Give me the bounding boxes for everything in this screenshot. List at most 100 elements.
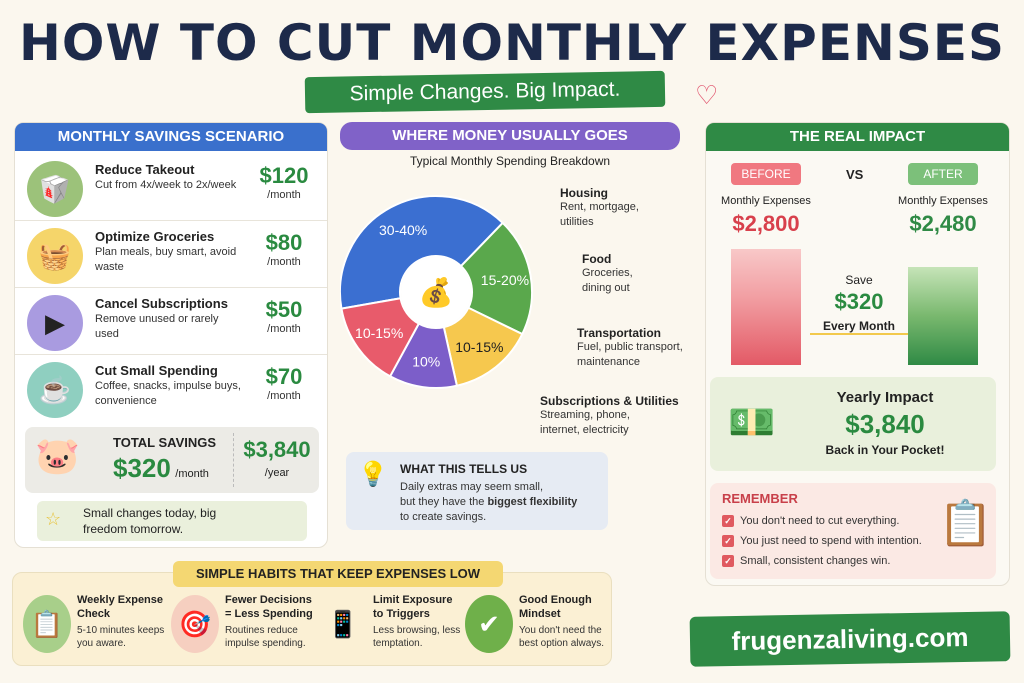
habit-title: Good Enough Mindset bbox=[519, 594, 592, 620]
savings-item: 🧺 Optimize Groceries Plan meals, buy sma… bbox=[15, 222, 327, 288]
item-title: Cancel Subscriptions bbox=[95, 296, 228, 311]
habit-item: ✔ Good Enough Mindset You don't need the… bbox=[465, 591, 610, 661]
money-stack-icon: 💵 bbox=[728, 402, 776, 444]
star-icon: ☆ bbox=[45, 509, 62, 529]
yearly-caption: Back in Your Pocket! bbox=[825, 443, 945, 457]
remember-box: REMEMBER ✓ You don't need to cut everythi… bbox=[710, 483, 996, 579]
item-desc: Coffee, snacks, impulse buys, convenienc… bbox=[95, 380, 241, 407]
savings-title: MONTHLY SAVINGS SCENARIO bbox=[15, 123, 327, 151]
subtitle-banner: Simple Changes. Big Impact. bbox=[304, 70, 666, 114]
habits-title: SIMPLE HABITS THAT KEEP EXPENSES LOW bbox=[173, 561, 503, 587]
slice-label: 10-15% bbox=[455, 339, 503, 355]
after-value: $2,480 bbox=[909, 211, 977, 236]
slice-label: 30-40% bbox=[379, 222, 427, 238]
habit-desc: 5-10 minutes keeps you aware. bbox=[77, 625, 165, 649]
remember-title: REMEMBER bbox=[722, 491, 798, 506]
legend-food: Food Groceries, dining out bbox=[582, 252, 633, 294]
habit-item: 🎯 Fewer Decisions = Less Spending Routin… bbox=[171, 591, 316, 661]
habit-item: 📋 Weekly Expense Check 5-10 minutes keep… bbox=[23, 591, 168, 661]
lightbulb-icon: 💡 bbox=[358, 461, 388, 488]
slice-label: 10% bbox=[412, 353, 440, 369]
item-amount: $80/month bbox=[265, 230, 303, 268]
before-bar bbox=[731, 249, 801, 365]
yearly-title: Yearly Impact bbox=[836, 389, 934, 406]
savings-panel: MONTHLY SAVINGS SCENARIO 🥡 Reduce Takeou… bbox=[14, 122, 328, 548]
insight-title: WHAT THIS TELLS US bbox=[400, 462, 528, 476]
remember-item: ✓ You don't need to cut everything. bbox=[722, 515, 934, 527]
quote-box: ☆ Small changes today, big freedom tomor… bbox=[37, 501, 307, 541]
after-bar bbox=[908, 267, 978, 365]
item-title: Reduce Takeout bbox=[95, 162, 195, 177]
insight-text: Daily extras may seem small, but they hav… bbox=[400, 481, 578, 523]
savings-item: ▶ Cancel Subscriptions Remove unused or … bbox=[15, 289, 327, 355]
after-badge: AFTER bbox=[908, 163, 978, 185]
slice-label: 10-15% bbox=[355, 325, 403, 341]
clipboard-icon: 📋 bbox=[938, 499, 993, 548]
divider bbox=[233, 433, 234, 487]
piggy-bank-icon: 🐷 bbox=[35, 435, 80, 476]
slice-label: 15-20% bbox=[481, 272, 529, 288]
legend-transportation: Transportation Fuel, public transport, ma… bbox=[577, 326, 683, 368]
donut-slice bbox=[459, 221, 533, 336]
checkmark-icon: ✔ bbox=[465, 595, 513, 653]
donut-center bbox=[401, 257, 471, 327]
donut-slice bbox=[340, 297, 421, 378]
total-monthly-group: $320 /month bbox=[113, 453, 209, 484]
heart-icon: ♡ bbox=[695, 80, 719, 110]
habit-item: 📱 Limit Exposure to Triggers Less browsi… bbox=[319, 591, 464, 661]
spending-title: WHERE MONEY USUALLY GOES bbox=[340, 122, 680, 150]
chart-subtitle: Typical Monthly Spending Breakdown bbox=[409, 154, 611, 168]
after-caption: Monthly Expenses bbox=[898, 195, 988, 207]
page-title: HOW TO CUT MONTHLY EXPENSES bbox=[18, 14, 1005, 72]
habit-title: Limit Exposure to Triggers bbox=[373, 594, 453, 620]
habits-panel: SIMPLE HABITS THAT KEEP EXPENSES LOW 📋 W… bbox=[12, 561, 612, 666]
before-caption: Monthly Expenses bbox=[721, 195, 811, 207]
item-desc: Plan meals, buy smart, avoid waste bbox=[95, 246, 237, 273]
quote-text: Small changes today, big freedom tomorro… bbox=[83, 506, 217, 536]
takeout-icon: 🥡 bbox=[27, 161, 83, 217]
before-value: $2,800 bbox=[732, 211, 800, 236]
total-label: TOTAL SAVINGS bbox=[113, 435, 217, 450]
total-monthly-unit: /month bbox=[175, 468, 209, 480]
habit-desc: Less browsing, less temptation. bbox=[373, 625, 461, 649]
total-yearly-unit: /year bbox=[264, 467, 290, 479]
yearly-impact-box: 💵 Yearly Impact $3,840 Back in Your Pock… bbox=[710, 377, 996, 471]
item-amount: $120/month bbox=[259, 163, 309, 201]
item-desc: Remove unused or rarely used bbox=[95, 313, 219, 340]
legend-housing: Housing Rent, mortgage, utilities bbox=[560, 186, 639, 228]
remember-list: ✓ You don't need to cut everything. ✓ You … bbox=[722, 515, 934, 575]
habit-desc: You don't need the best option always. bbox=[519, 625, 605, 649]
tablet-play-icon: ▶ bbox=[27, 295, 83, 351]
habit-desc: Routines reduce impulse spending. bbox=[225, 625, 306, 649]
total-savings-box: 🐷 TOTAL SAVINGS $320 /month $3,840 /year bbox=[25, 427, 319, 493]
yearly-value: $3,840 bbox=[845, 409, 925, 439]
save-post: Every Month bbox=[810, 319, 908, 335]
spending-panel: WHERE MONEY USUALLY GOES Typical Monthly… bbox=[340, 122, 683, 542]
legend-subscriptions: Subscriptions & Utilities Streaming, phon… bbox=[540, 394, 679, 436]
item-amount: $70/month bbox=[265, 364, 303, 402]
clipboard-checklist-icon: 📋 bbox=[23, 595, 71, 653]
insight-box: 💡 WHAT THIS TELLS US Daily extras may se… bbox=[346, 452, 608, 530]
habit-title: Weekly Expense Check bbox=[77, 594, 164, 620]
remember-item: ✓ You just need to spend with intention. bbox=[722, 535, 934, 547]
savings-item: ☕ Cut Small Spending Coffee, snacks, imp… bbox=[15, 356, 327, 422]
total-monthly: $320 bbox=[113, 453, 171, 483]
item-amount: $50/month bbox=[265, 297, 303, 335]
before-badge: BEFORE bbox=[731, 163, 801, 185]
savings-item: 🥡 Reduce Takeout Cut from 4x/week to 2x/… bbox=[15, 155, 327, 221]
save-value: $320 bbox=[834, 289, 884, 314]
vs-label: VS bbox=[846, 167, 864, 182]
item-title: Optimize Groceries bbox=[95, 229, 215, 244]
save-pre: Save bbox=[845, 273, 873, 287]
remember-item: ✓ Small, consistent changes win. bbox=[722, 555, 934, 567]
coffee-cup-icon: ☕ bbox=[27, 362, 83, 418]
habit-title: Fewer Decisions = Less Spending bbox=[225, 594, 313, 620]
spending-donut-chart: 30-40% 15-20% 10-15% 10% 10-15% 💰 bbox=[340, 195, 533, 389]
item-desc: Cut from 4x/week to 2x/week bbox=[95, 179, 237, 191]
grocery-basket-icon: 🧺 bbox=[27, 228, 83, 284]
item-title: Cut Small Spending bbox=[95, 363, 218, 378]
money-bag-icon: 💰 bbox=[419, 276, 454, 309]
impact-panel: THE REAL IMPACT BEFORE VS AFTER Monthly … bbox=[705, 122, 1010, 586]
target-icon: 🎯 bbox=[171, 595, 219, 653]
donut-slice bbox=[340, 195, 505, 310]
